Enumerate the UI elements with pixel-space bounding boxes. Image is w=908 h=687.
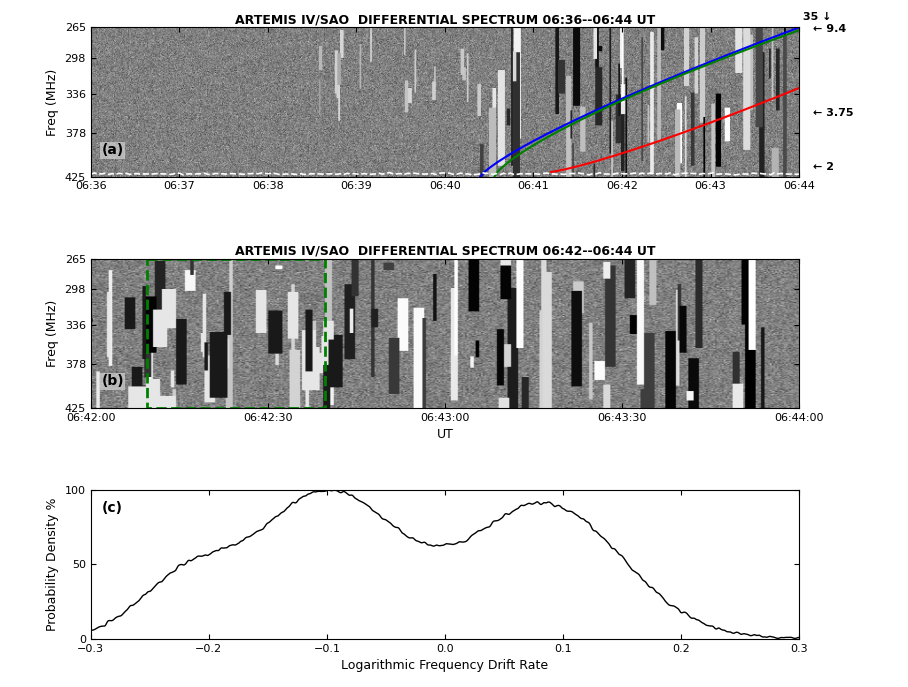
Text: (a): (a) [102, 144, 123, 157]
Text: ← 3.75: ← 3.75 [814, 108, 854, 118]
Text: (c): (c) [102, 501, 123, 515]
Text: ← 2: ← 2 [814, 162, 834, 172]
Text: 35 ↓: 35 ↓ [803, 12, 831, 22]
Text: (b): (b) [102, 374, 124, 388]
Y-axis label: Probability Density %: Probability Density % [46, 497, 59, 631]
Title: ARTEMIS IV/SAO  DIFFERENTIAL SPECTRUM 06:42--06:44 UT: ARTEMIS IV/SAO DIFFERENTIAL SPECTRUM 06:… [234, 245, 656, 258]
X-axis label: Logarithmic Frequency Drift Rate: Logarithmic Frequency Drift Rate [341, 660, 548, 673]
Title: ARTEMIS IV/SAO  DIFFERENTIAL SPECTRUM 06:36--06:44 UT: ARTEMIS IV/SAO DIFFERENTIAL SPECTRUM 06:… [235, 13, 655, 26]
Y-axis label: Freq (MHz): Freq (MHz) [46, 300, 59, 367]
Bar [147, 258, 324, 408]
Text: ← 9.4: ← 9.4 [814, 24, 846, 34]
Y-axis label: Freq (MHz): Freq (MHz) [46, 69, 59, 135]
X-axis label: UT: UT [437, 428, 453, 441]
